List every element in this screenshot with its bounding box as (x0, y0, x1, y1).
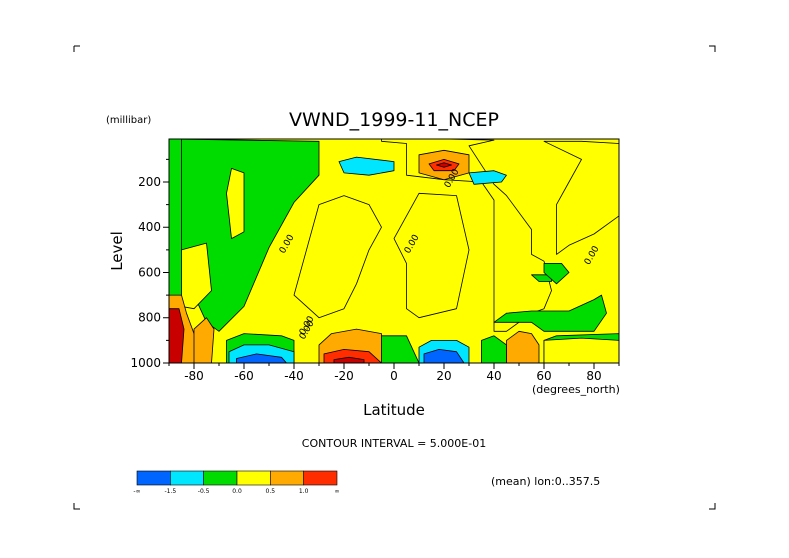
contour-region-lvl_15 (169, 308, 185, 363)
x-tick-label: 20 (436, 369, 451, 383)
x-tick-label: 80 (586, 369, 601, 383)
contour-region-lvl_15 (333, 356, 365, 363)
y-axis-ticks: 200 400 600 800 1000 (130, 158, 169, 370)
x-unit-label: (degrees_north) (532, 383, 620, 396)
colorbar-label: ∞ (335, 488, 340, 495)
contour-region-lvl_15 (436, 162, 452, 168)
contour-region-lvl_m05 (543, 262, 570, 285)
x-axis-ticks: -80 -60 -40 -20 0 20 40 60 80 (168, 363, 620, 383)
x-tick-label: 60 (536, 369, 551, 383)
x-axis-label: Latitude (363, 401, 425, 419)
colorbar-swatch (170, 470, 204, 486)
corner-top-left (73, 45, 80, 52)
x-tick-label: -60 (234, 369, 254, 383)
corner-top-right (709, 45, 716, 52)
colorbar-swatch (303, 470, 338, 486)
colorbar-label: -0.5 (198, 488, 210, 495)
y-tick-label: 800 (138, 311, 161, 325)
contour-region-lvl_05 (193, 317, 215, 363)
x-tick-label: 40 (486, 369, 501, 383)
colorbar-swatch (236, 470, 271, 486)
chart-title: VWND_1999-11_NCEP (289, 109, 499, 131)
colorbar: -∞ -1.5 -0.5 0.0 0.5 1.0 ∞ (133, 470, 340, 495)
colorbar-label: 1.0 (299, 488, 309, 495)
colorbar-swatch (270, 470, 304, 486)
contour-region-lvl_0 (543, 140, 619, 255)
contour-region-lvl_m15 (338, 156, 395, 176)
contour-interval-text: CONTOUR INTERVAL = 5.000E-01 (302, 437, 486, 450)
colorbar-label: 0.5 (266, 488, 276, 495)
y-axis-label: Level (108, 231, 126, 271)
colorbar-label: -∞ (133, 488, 140, 495)
contour-region-lvl_m2 (423, 348, 465, 363)
corner-bottom-left (73, 503, 80, 510)
contour-region-lvl_0 (543, 337, 619, 363)
contour-region-lvl_05 (506, 330, 540, 363)
colorbar-swatch (136, 470, 171, 486)
contour-region-lvl_m2 (236, 353, 287, 363)
region-text: (mean) lon:0..357.5 (491, 475, 600, 488)
contour-region-lvl_m05 (493, 294, 607, 332)
contour-region-lvl_0 (293, 195, 382, 319)
y-tick-label: 400 (138, 220, 161, 234)
y-tick-label: 200 (138, 175, 161, 189)
colorbar-label: 0.0 (232, 488, 242, 495)
x-tick-label: -40 (284, 369, 304, 383)
contour-region-lvl_m15 (468, 170, 507, 185)
contour-region-lvl_0 (393, 192, 470, 319)
colorbar-swatch (203, 470, 238, 486)
y-tick-label: 1000 (130, 356, 161, 370)
corner-bottom-right (709, 503, 716, 510)
x-tick-label: 0 (390, 369, 398, 383)
contour-region-lvl_m05 (531, 274, 552, 282)
y-tick-label: 600 (138, 265, 161, 279)
y-unit-label: (millibar) (106, 115, 151, 126)
plot-area (169, 139, 619, 363)
colorbar-label: -1.5 (164, 488, 176, 495)
page-corner-marks (73, 45, 716, 510)
contour-region-lvl_0 (226, 167, 245, 240)
x-tick-label: -20 (334, 369, 354, 383)
x-tick-label: -80 (184, 369, 204, 383)
